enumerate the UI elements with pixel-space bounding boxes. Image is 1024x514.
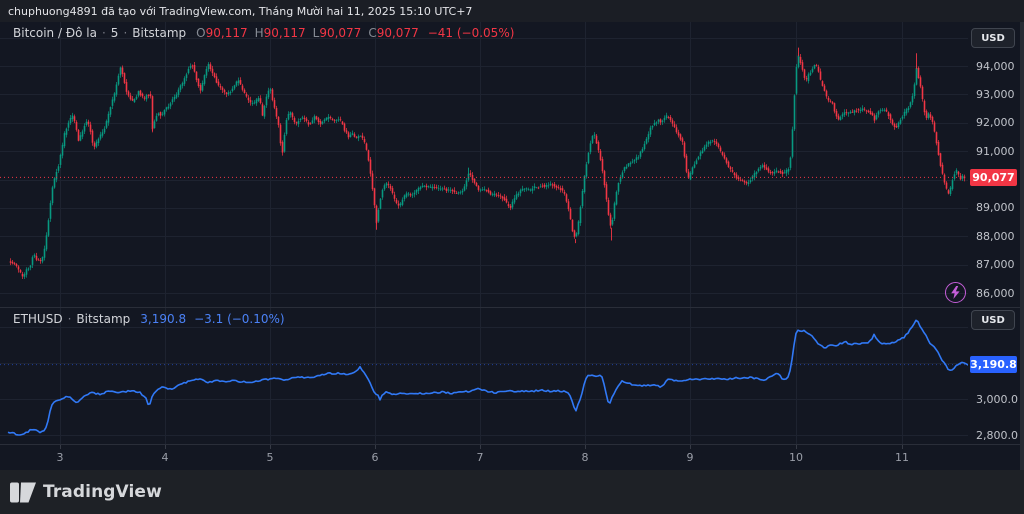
- open-label: O: [196, 26, 206, 40]
- attribution-bar: chuphuong4891 đã tạo với TradingView.com…: [0, 0, 1024, 22]
- eth-line-path: [7, 319, 968, 436]
- btc-change-value: −41 (−0.05%): [427, 26, 515, 40]
- eth-currency-button[interactable]: USD: [971, 310, 1015, 330]
- lightning-bolt-glyph: [951, 286, 960, 299]
- price-tick-label: 92,000: [976, 116, 1015, 130]
- lightning-stream-icon[interactable]: [945, 282, 966, 303]
- price-tick-label: 86,000: [976, 286, 1015, 300]
- btc-legend: Bitcoin / Đô la · 5 · Bitstamp O90,117 H9…: [13, 26, 514, 40]
- tradingview-logo-icon: [10, 482, 36, 502]
- time-tick-label: 9: [686, 451, 694, 464]
- btc-interval[interactable]: 5: [110, 26, 119, 40]
- btc-currency-button[interactable]: USD: [971, 28, 1015, 48]
- close-value: 90,077: [376, 26, 419, 40]
- btc-exchange[interactable]: Bitstamp: [132, 26, 187, 40]
- eth-price-value: 3,190.8: [140, 312, 187, 326]
- legend-separator: ·: [67, 312, 72, 326]
- open-value: 90,117: [205, 26, 248, 40]
- close-label: C: [368, 26, 377, 40]
- eth-last-price-badge: 3,190.8: [970, 356, 1017, 374]
- attribution-text: chuphuong4891 đã tạo với TradingView.com…: [8, 4, 473, 18]
- price-tick-label: 2,800.0: [976, 428, 1018, 442]
- high-label: H: [254, 26, 264, 40]
- window-edge-strip: [1020, 22, 1024, 470]
- price-tick-label: 91,000: [976, 144, 1015, 158]
- time-tick-label: 8: [581, 451, 589, 464]
- legend-separator: ·: [123, 26, 128, 40]
- btc-symbol-title[interactable]: Bitcoin / Đô la: [13, 26, 97, 40]
- price-tick-label: 94,000: [976, 59, 1015, 73]
- time-tick-label: 11: [895, 451, 909, 464]
- ohlc-open: O90,117 H90,117 L90,077 C90,077: [196, 26, 426, 40]
- eth-exchange[interactable]: Bitstamp: [76, 312, 131, 326]
- eth-legend: ETHUSD · Bitstamp 3,190.8 −3.1 (−0.10%): [13, 312, 285, 326]
- price-tick-label: 89,000: [976, 201, 1015, 215]
- high-value: 90,117: [263, 26, 306, 40]
- time-tick-label: 10: [789, 451, 803, 464]
- time-tick-label: 7: [476, 451, 484, 464]
- btc-candles-layer: [9, 47, 966, 280]
- time-tick-label: 6: [371, 451, 379, 464]
- price-tick-label: 87,000: [976, 258, 1015, 272]
- tradingview-logo[interactable]: TradingView: [10, 482, 162, 503]
- legend-separator: ·: [101, 26, 106, 40]
- time-tick-label: 5: [266, 451, 274, 464]
- footer-bar: TradingView: [0, 470, 1024, 514]
- eth-symbol-title[interactable]: ETHUSD: [13, 312, 63, 326]
- low-label: L: [312, 26, 320, 40]
- price-tick-label: 3,000.0: [976, 392, 1018, 406]
- tradingview-logo-text: TradingView: [43, 482, 162, 502]
- price-tick-label: 93,000: [976, 87, 1015, 101]
- eth-change-value: −3.1 (−0.10%): [194, 312, 285, 326]
- time-tick-label: 4: [161, 451, 169, 464]
- price-tick-label: 88,000: [976, 229, 1015, 243]
- grid-layer: [0, 22, 1024, 449]
- time-tick-label: 3: [56, 451, 64, 464]
- low-value: 90,077: [319, 26, 362, 40]
- btc-last-price-badge: 90,077: [970, 168, 1017, 186]
